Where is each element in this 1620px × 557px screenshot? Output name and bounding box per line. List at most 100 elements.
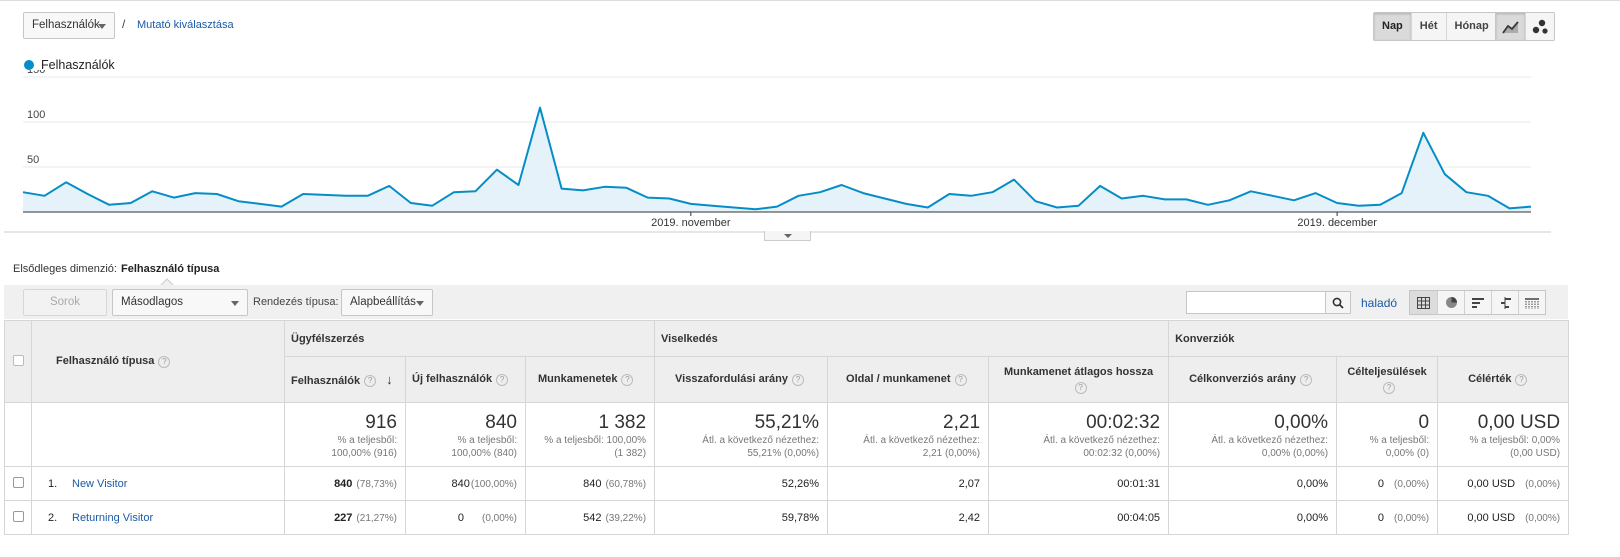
metric-dropdown-label: Felhasználók bbox=[32, 19, 100, 31]
comparison-view-icon[interactable] bbox=[1491, 291, 1518, 314]
search-icon bbox=[1332, 297, 1344, 309]
cell-avg-duration: 00:01:31 bbox=[988, 466, 1170, 501]
totals-cell: 2,21 Átl. a következő nézethez: 2,21 (0,00… bbox=[827, 402, 990, 467]
totals-label-cell bbox=[31, 402, 285, 467]
help-icon[interactable]: ? bbox=[1515, 373, 1528, 386]
users-line-chart: 50 100 150 2019. november 2019. december bbox=[4, 70, 1551, 233]
totals-cell: 916% a teljesből: 100,00% (916) bbox=[284, 402, 406, 467]
row-dimension-link[interactable]: New Visitor bbox=[72, 477, 128, 490]
totals-cell: 0% a teljesből: 0,00% (0) bbox=[1336, 402, 1439, 467]
chart-type-selector bbox=[1495, 12, 1555, 41]
primary-dimension-label: Elsődleges dimenzió: bbox=[13, 263, 117, 275]
group-header-row: Felhasználó típusa? Ügyfélszerzés Viselk… bbox=[4, 320, 1570, 403]
row-label-cell: 2. Returning Visitor bbox=[31, 500, 285, 535]
cell-new-users: 840(100,00%) bbox=[405, 466, 526, 501]
help-icon[interactable]: ? bbox=[954, 373, 967, 386]
totals-cell: 1 382% a teljesből: 100,00% (1 382) bbox=[524, 402, 656, 467]
row-label-cell: 1. New Visitor bbox=[31, 466, 285, 501]
cell-bounce-rate: 59,78% bbox=[654, 500, 829, 535]
cell-goal-value: 0,00 USD (0,00%) bbox=[1437, 500, 1570, 535]
cell-goal-value: 0,00 USD (0,00%) bbox=[1437, 466, 1570, 501]
metric-separator: / bbox=[122, 17, 126, 31]
help-icon[interactable]: ? bbox=[1383, 381, 1396, 394]
totals-cell: 00:02:32 Átl. a következő nézethez: 00:02:… bbox=[988, 402, 1170, 467]
cell-users: 840 (78,73%) bbox=[284, 466, 406, 501]
help-icon[interactable]: ? bbox=[496, 373, 509, 386]
help-icon[interactable]: ? bbox=[364, 375, 377, 388]
row-checkbox[interactable] bbox=[12, 510, 24, 522]
column-header-goal-value[interactable]: Célérték? bbox=[1437, 356, 1570, 403]
chevron-down-icon bbox=[98, 24, 106, 29]
column-header-new-users[interactable]: Új felhasználók? bbox=[405, 356, 526, 403]
totals-cell: 840% a teljesből: 100,00% (840) bbox=[405, 402, 526, 467]
column-header-goal-completions[interactable]: Célteljesülések? bbox=[1336, 356, 1439, 403]
row-checkbox[interactable] bbox=[12, 476, 24, 488]
series-area bbox=[23, 107, 1531, 212]
cell-goal-completions: 0 (0,00%) bbox=[1336, 500, 1439, 535]
chevron-down-icon bbox=[231, 301, 239, 306]
legend-dot-icon bbox=[24, 60, 34, 70]
row-dimension-link[interactable]: Returning Visitor bbox=[72, 511, 154, 524]
sort-type-dropdown[interactable]: Alapbeállítás bbox=[341, 289, 433, 316]
period-month-button[interactable]: Hónap bbox=[1445, 13, 1497, 40]
cell-new-users: 0 (0,00%) bbox=[405, 500, 526, 535]
line-chart-icon[interactable] bbox=[1496, 13, 1525, 40]
period-week-button[interactable]: Hét bbox=[1410, 13, 1446, 40]
column-header-users[interactable]: Felhasználók? ↓ bbox=[284, 356, 406, 403]
chevron-down-icon bbox=[783, 233, 792, 238]
group-conversions: Konverziók bbox=[1168, 320, 1570, 357]
select-metric-link[interactable]: Mutató kiválasztása bbox=[137, 19, 234, 31]
column-header-sessions[interactable]: Munkamenetek? bbox=[524, 356, 656, 403]
totals-cell: 55,21% Átl. a következő nézethez: 55,21% (… bbox=[654, 402, 829, 467]
y-tick-label: 50 bbox=[27, 154, 39, 166]
help-icon[interactable]: ? bbox=[158, 355, 171, 368]
pie-view-icon[interactable] bbox=[1437, 291, 1464, 314]
group-acquisition: Ügyfélszerzés bbox=[283, 320, 656, 357]
cell-bounce-rate: 52,26% bbox=[654, 466, 829, 501]
search-button[interactable] bbox=[1325, 291, 1351, 314]
column-header-goal-conversion-rate[interactable]: Célkonverziós arány? bbox=[1168, 356, 1338, 403]
table-row: 1. New Visitor 840 (78,73%) 840(100,00%) 8… bbox=[4, 466, 1570, 501]
data-table-icon[interactable] bbox=[1410, 291, 1437, 314]
cell-pages-per-session: 2,42 bbox=[827, 500, 990, 535]
select-all-checkbox[interactable] bbox=[12, 354, 24, 366]
cell-goal-conv-rate: 0,00% bbox=[1168, 500, 1338, 535]
column-header-pages-per-session[interactable]: Oldal / munkamenet? bbox=[827, 356, 990, 403]
period-selector: Nap Hét Hónap bbox=[1373, 12, 1498, 41]
primary-dimension-value: Felhasználó típusa bbox=[121, 263, 220, 275]
cell-goal-conv-rate: 0,00% bbox=[1168, 466, 1338, 501]
help-icon[interactable]: ? bbox=[1074, 381, 1087, 394]
motion-chart-icon[interactable] bbox=[1525, 13, 1554, 40]
period-day-button[interactable]: Nap bbox=[1374, 13, 1411, 40]
view-type-selector bbox=[1409, 290, 1546, 315]
top-border bbox=[0, 0, 1620, 1]
pivot-view-icon[interactable] bbox=[1518, 291, 1545, 314]
chevron-down-icon bbox=[416, 301, 424, 306]
chart-collapse-handle[interactable] bbox=[764, 231, 811, 241]
x-tick-label: 2019. december bbox=[1297, 217, 1377, 229]
dimension-header[interactable]: Felhasználó típusa? bbox=[31, 320, 285, 403]
select-all-cell bbox=[4, 320, 32, 403]
help-icon[interactable]: ? bbox=[1300, 373, 1313, 386]
cell-sessions: 840 (60,78%) bbox=[524, 466, 656, 501]
advanced-filter-link[interactable]: haladó bbox=[1361, 296, 1398, 310]
row-select-cell bbox=[4, 466, 32, 501]
column-header-bounce-rate[interactable]: Visszafordulási arány? bbox=[654, 356, 829, 403]
help-icon[interactable]: ? bbox=[621, 373, 634, 386]
cell-pages-per-session: 2,07 bbox=[827, 466, 990, 501]
y-tick-label: 100 bbox=[27, 109, 45, 121]
performance-view-icon[interactable] bbox=[1464, 291, 1491, 314]
column-header-avg-session-duration[interactable]: Munkamenet átlagos hossza? bbox=[988, 356, 1170, 403]
cell-goal-completions: 0 (0,00%) bbox=[1336, 466, 1439, 501]
sort-type-value: Alapbeállítás bbox=[350, 296, 416, 308]
plot-rows-button[interactable]: Sorok ábrázolása bbox=[23, 289, 107, 333]
sort-arrow-icon: ↓ bbox=[386, 371, 393, 387]
chart-legend-label[interactable]: Felhasználók bbox=[41, 58, 115, 72]
help-icon[interactable]: ? bbox=[791, 373, 804, 386]
totals-cell: 0,00 USD% a teljesből: 0,00% (0,00 USD) bbox=[1437, 402, 1570, 467]
table-search-input[interactable] bbox=[1186, 291, 1326, 314]
metric-dropdown[interactable]: Felhasználók bbox=[23, 12, 115, 39]
cell-sessions: 542 (39,22%) bbox=[524, 500, 656, 535]
secondary-dimension-dropdown[interactable]: Másodlagos dimenzió bbox=[112, 289, 248, 333]
report-table: Felhasználó típusa? Ügyfélszerzés Viselk… bbox=[4, 320, 1570, 535]
